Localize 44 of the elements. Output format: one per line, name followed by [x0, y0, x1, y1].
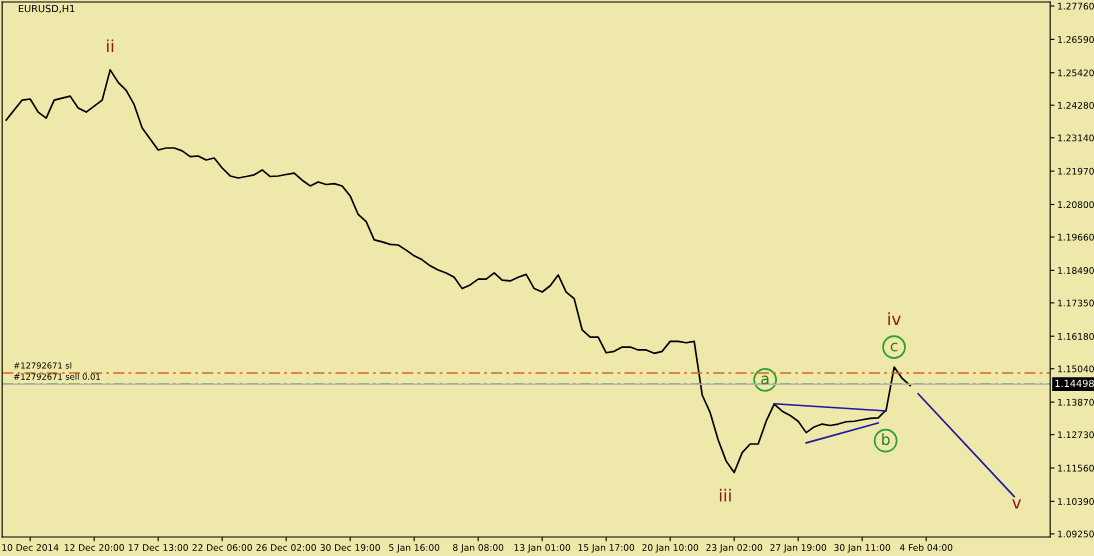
x-tick-label: 10 Dec 2014 [2, 544, 59, 551]
y-tick-label: 1.20800 [1058, 201, 1094, 209]
y-tick-label: 1.13870 [1058, 398, 1094, 406]
x-tick-label: 30 Dec 19:00 [320, 544, 380, 551]
x-tick-label: 26 Dec 02:00 [256, 544, 316, 551]
x-tick-label: 12 Dec 20:00 [64, 544, 124, 551]
y-tick-label: 1.15040 [1058, 365, 1094, 373]
y-tick-label: 1.21970 [1058, 167, 1094, 175]
x-tick-label: 22 Dec 06:00 [192, 544, 252, 551]
annotation: iii [719, 488, 731, 502]
x-tick-label: 23 Jan 02:00 [706, 544, 763, 553]
y-tick-label: 1.27760 [1058, 2, 1094, 10]
x-tick-label: 20 Jan 10:00 [642, 544, 699, 553]
x-tick-label: 13 Jan 01:00 [514, 544, 571, 553]
y-tick-label: 1.10390 [1058, 498, 1094, 505]
x-tick-label: 17 Dec 13:00 [128, 544, 188, 551]
y-tick-label: 1.25420 [1058, 69, 1094, 77]
y-tick-label: 1.16180 [1058, 332, 1094, 340]
x-tick-label: 5 Jan 16:00 [389, 544, 440, 553]
line-series [5, 69, 912, 474]
ref-line-label: #12792671 sell 0.01 [13, 373, 100, 380]
x-tick-label: 4 Feb 04:00 [899, 543, 953, 551]
x-tick-label: 30 Jan 11:00 [834, 544, 891, 553]
ref-line-label: 1.14498 [1055, 379, 1094, 388]
annotation: b [882, 433, 890, 446]
annotation: a [761, 375, 769, 385]
annotation: v [1012, 499, 1022, 509]
y-tick-label: 1.09250 [1058, 530, 1094, 538]
annotation: c [890, 342, 898, 352]
y-tick-label: 1.24280 [1058, 101, 1094, 109]
chart-title: EURUSD,H1 [18, 4, 75, 14]
y-tick-label: 1.11560 [1058, 464, 1094, 472]
y-tick-label: 1.23140 [1058, 134, 1094, 142]
y-tick-label: 1.17350 [1058, 299, 1094, 307]
x-tick-label: 8 Jan 08:00 [453, 544, 504, 553]
x-tick-label: 15 Jan 17:00 [578, 544, 635, 553]
y-tick-label: 1.12730 [1058, 431, 1094, 439]
y-tick-label: 1.19660 [1058, 233, 1094, 241]
y-tick-label: 1.26590 [1058, 36, 1094, 43]
annotation: ii [107, 39, 114, 53]
x-tick-label: 27 Jan 19:00 [770, 544, 827, 553]
ref-line-label: #12792671 sl [13, 362, 72, 369]
y-tick-label: 1.18490 [1058, 267, 1094, 274]
annotation: iv [888, 312, 901, 325]
